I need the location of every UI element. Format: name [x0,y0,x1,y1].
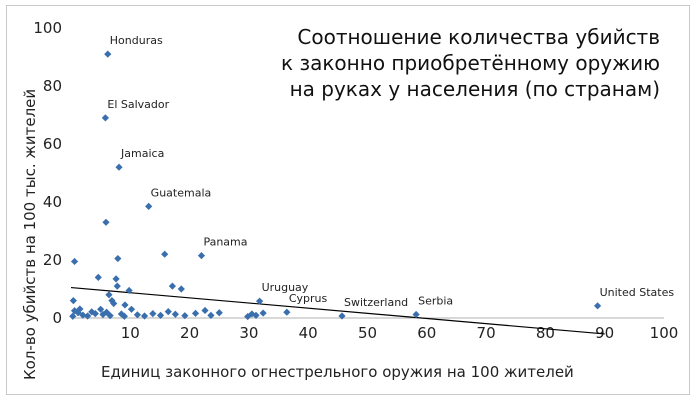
country-label: Panama [203,236,247,249]
data-point [69,297,77,305]
data-points [69,50,602,321]
chart-frame [6,5,690,395]
country-label: United States [600,286,675,299]
x-tick-label: 80 [536,324,555,342]
data-point [110,299,118,308]
data-point [106,312,114,320]
data-point [79,311,87,319]
x-tick-label: 100 [650,324,679,342]
country-label: Switzerland [344,296,408,309]
data-point [191,309,200,317]
data-point [74,309,82,317]
data-point [255,297,264,305]
data-point [69,312,77,320]
data-point [593,302,602,310]
data-point [412,310,420,319]
y-tick-label: 60 [43,135,62,153]
data-point [120,312,128,320]
data-point [97,305,105,313]
data-point [168,282,177,290]
x-tick-label: 40 [299,324,318,342]
data-point [101,114,109,122]
data-point [140,312,149,320]
country-label: Jamaica [120,147,164,160]
data-point [164,308,172,316]
y-tick-label: 80 [43,77,62,95]
data-point [94,273,102,281]
x-tick-label: 60 [417,324,436,342]
data-point [102,308,111,316]
data-point [114,254,122,263]
country-label: Honduras [110,34,163,47]
y-tick-label: 20 [43,251,62,269]
x-tick-label: 20 [180,324,199,342]
x-tick-label: 70 [477,324,496,342]
y-tick-label: 40 [43,193,62,211]
y-tick-label: 100 [33,19,62,37]
tick-labels: 10 20 30 40 50 60 70 80 90 100 0 20 40 60 80 100 [33,19,678,342]
data-point [115,163,123,171]
title-line-2: к законно приобретённому оружию [281,51,660,75]
title-line-1: Соотношение количества убийств [297,25,660,49]
country-label: Guatemala [151,186,212,199]
x-tick-label: 30 [239,324,258,342]
y-axis-label: Кол-во убийств на 100 тыс. жителей [21,89,39,380]
data-point [70,257,79,266]
data-point [283,308,291,316]
chart-title: Соотношение количества убийств к законно… [281,25,660,101]
data-point [145,202,153,210]
data-point [338,312,346,320]
data-point [171,310,179,318]
title-line-3: на руках у населения (по странам) [290,77,660,101]
data-point [84,312,92,320]
data-point [127,305,136,313]
country-label: Uruguay [262,281,309,294]
data-point [88,308,96,316]
data-point [133,311,142,319]
data-point [91,310,99,318]
data-point [181,312,189,320]
data-point [177,285,185,293]
y-tick-label: 0 [52,309,62,327]
data-point [125,286,133,295]
data-point [197,252,206,260]
x-tick-label: 50 [358,324,377,342]
data-point [201,306,209,315]
data-point [156,311,165,319]
data-point [113,282,121,290]
country-annotations: Honduras El Salvador Jamaica Guatemala Panam… [107,34,674,309]
data-point [105,291,113,299]
x-axis-label: Единиц законного огнестрельного оружия н… [101,363,574,381]
data-point [252,311,260,319]
data-point [161,250,169,258]
data-point [149,310,157,318]
data-point [76,305,84,313]
country-label: El Salvador [107,98,169,111]
x-tick-label: 90 [595,324,614,342]
x-tick-label: 10 [121,324,140,342]
country-label: Cyprus [289,292,328,305]
country-label: Serbia [418,295,453,308]
data-point [259,309,267,317]
data-point [104,50,112,58]
data-point [121,301,129,309]
data-point [207,311,215,319]
data-point [215,309,223,317]
data-point [112,275,120,283]
trendline [70,286,605,335]
data-point [108,297,116,305]
data-point [102,218,110,226]
